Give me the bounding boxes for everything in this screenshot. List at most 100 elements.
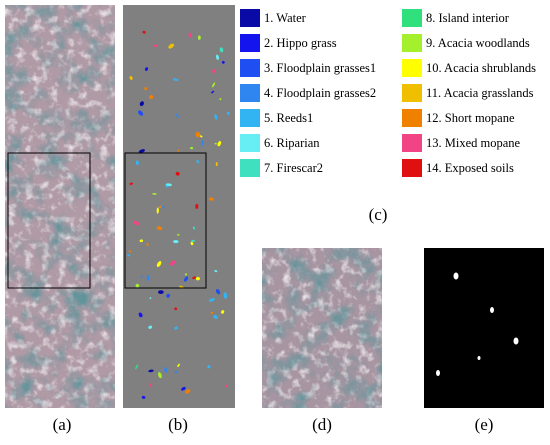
- class-mark: [165, 185, 169, 188]
- panel-label: (e): [475, 415, 494, 434]
- zoom-box-b: [124, 152, 207, 289]
- legend-swatch: [402, 34, 422, 52]
- class-mark: [141, 395, 146, 399]
- ground-truth-spots: [436, 272, 519, 376]
- class-mark: [128, 250, 132, 253]
- class-mark: [138, 312, 143, 318]
- class-mark: [148, 383, 152, 387]
- class-mark: [135, 283, 140, 288]
- class-mark: [177, 363, 180, 368]
- legend-label: 11. Acacia grasslands: [426, 86, 534, 100]
- class-mark: [129, 182, 133, 185]
- class-mark: [192, 226, 195, 230]
- class-mark: [165, 183, 172, 187]
- legend-label: 13. Mixed mopane: [426, 136, 521, 150]
- class-mark: [138, 149, 145, 153]
- class-mark: [140, 275, 143, 278]
- class-mark: [184, 273, 188, 276]
- class-mark: [174, 307, 178, 311]
- class-mark: [215, 54, 219, 60]
- class-mark: [173, 240, 179, 244]
- legend-swatch: [402, 9, 422, 27]
- class-mark: [201, 140, 204, 146]
- legend-swatch: [240, 109, 260, 127]
- class-mark: [158, 290, 164, 295]
- legend-label: 2. Hippo grass: [264, 36, 337, 50]
- class-mark: [207, 365, 211, 369]
- legend-label: 4. Floodplain grasses2: [264, 86, 376, 100]
- legend-swatch: [240, 84, 260, 102]
- class-mark: [138, 110, 144, 116]
- legend: 1. Water 2. Hippo grass 3. Floodplain gras…: [240, 9, 536, 177]
- class-mark: [172, 78, 179, 81]
- class-mark: [174, 371, 178, 374]
- class-mark: [156, 261, 162, 267]
- class-mark: [211, 82, 216, 88]
- legend-swatch: [402, 159, 422, 177]
- legend-swatch: [240, 59, 260, 77]
- class-mark: [208, 197, 214, 201]
- class-mark: [161, 205, 165, 209]
- class-mark: [195, 203, 199, 209]
- legend-swatch: [240, 134, 260, 152]
- class-mark: [142, 30, 146, 34]
- class-mark: [215, 289, 221, 295]
- panel-label: (c): [369, 205, 388, 224]
- legend-label: 14. Exposed soils: [426, 161, 514, 175]
- legend-label: 3. Floodplain grasses1: [264, 61, 376, 75]
- legend-label: 5. Reeds1: [264, 111, 313, 125]
- class-mark: [199, 135, 203, 138]
- class-mark: [195, 276, 200, 281]
- class-mark: [210, 312, 214, 315]
- label-marks: [127, 30, 230, 399]
- class-mark: [133, 220, 140, 226]
- class-mark: [153, 44, 158, 48]
- class-mark: [135, 364, 139, 370]
- class-mark: [146, 243, 149, 246]
- class-mark: [197, 35, 201, 40]
- class-mark: [166, 293, 171, 298]
- legend-label: 12. Short mopane: [426, 111, 515, 125]
- class-mark: [127, 254, 131, 257]
- zoom-box-a: [7, 152, 91, 289]
- legend-swatch: [402, 109, 422, 127]
- class-mark: [175, 171, 180, 176]
- class-mark: [149, 297, 152, 300]
- class-mark: [219, 98, 222, 101]
- class-mark: [148, 325, 153, 329]
- class-mark: [214, 114, 218, 120]
- class-mark: [156, 207, 159, 214]
- class-mark: [158, 205, 163, 208]
- class-mark: [135, 160, 139, 166]
- legend-label: 9. Acacia woodlands: [426, 36, 530, 50]
- class-mark: [175, 113, 180, 118]
- class-mark: [191, 239, 195, 243]
- class-mark: [146, 274, 150, 281]
- class-mark: [214, 142, 217, 145]
- legend-swatch: [240, 159, 260, 177]
- class-mark: [139, 101, 144, 107]
- class-mark: [129, 76, 133, 80]
- class-mark: [174, 326, 178, 330]
- image-a: [5, 5, 115, 408]
- class-mark: [148, 369, 154, 373]
- legend-swatch: [240, 9, 260, 27]
- class-mark: [192, 276, 196, 280]
- class-mark: [221, 60, 225, 64]
- class-mark: [148, 95, 154, 100]
- class-mark: [139, 239, 144, 243]
- legend-label: 8. Island interior: [426, 11, 510, 25]
- class-mark: [189, 147, 194, 150]
- legend-swatch: [240, 34, 260, 52]
- class-mark: [195, 131, 201, 138]
- class-mark: [158, 372, 162, 379]
- class-mark: [185, 389, 191, 394]
- class-mark: [215, 162, 218, 167]
- class-mark: [170, 260, 176, 266]
- class-mark: [190, 241, 194, 246]
- class-mark: [177, 233, 180, 236]
- class-mark: [152, 193, 157, 195]
- legend-swatch: [402, 84, 422, 102]
- class-mark: [226, 111, 230, 115]
